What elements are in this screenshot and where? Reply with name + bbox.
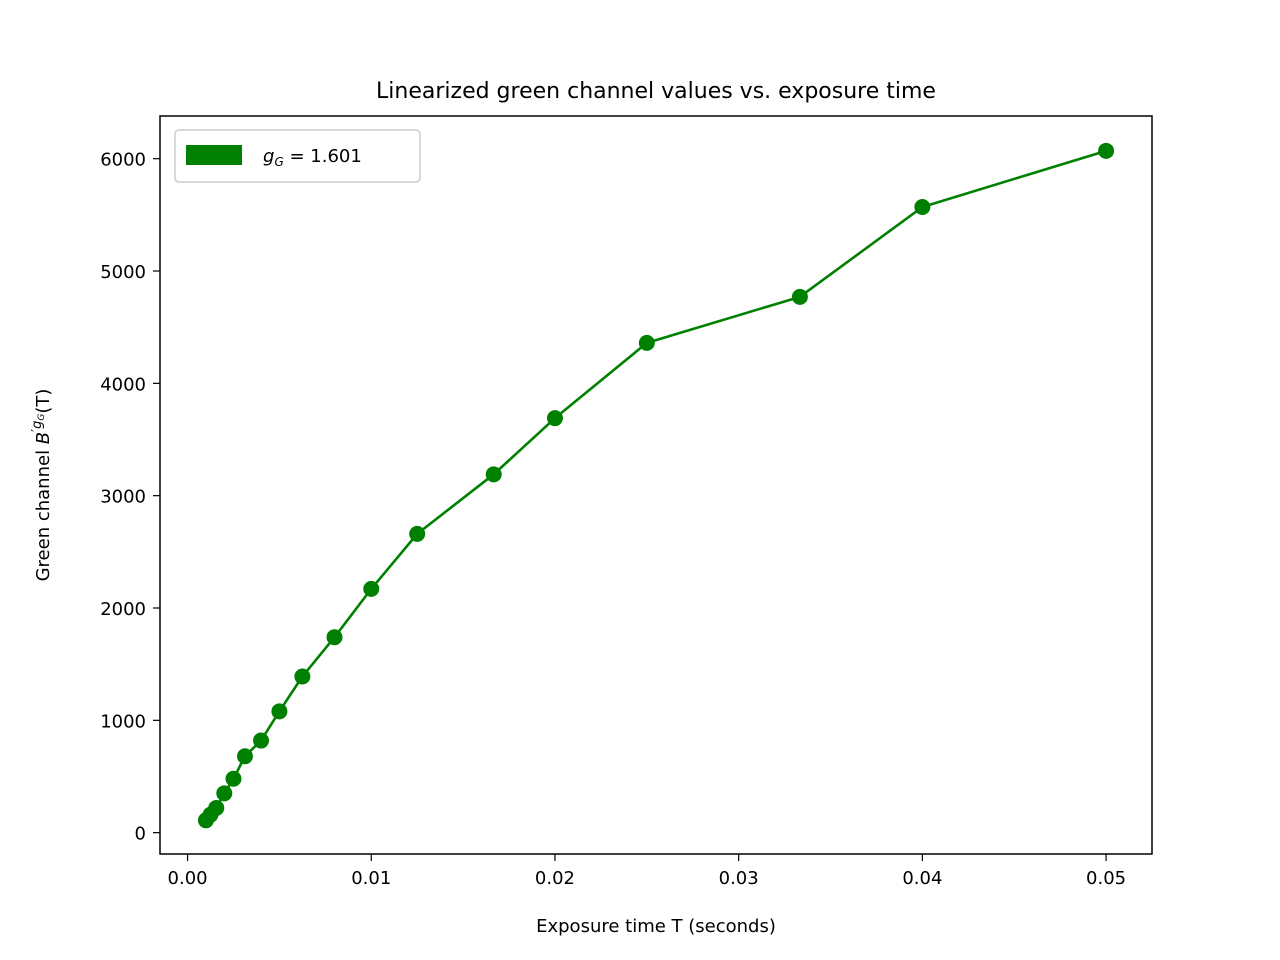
y-tick-label: 3000: [100, 487, 146, 508]
legend-label-value: = 1.601: [284, 146, 362, 167]
data-point: [1098, 142, 1115, 159]
legend-box: [174, 129, 421, 183]
data-point: [409, 525, 426, 542]
y-tick-label: 1000: [100, 711, 146, 732]
data-point: [216, 785, 233, 802]
x-axis-label: Exposure time T (seconds): [536, 916, 776, 937]
y-axis-label: Green channel B′gG(T): [30, 389, 54, 582]
y-axis-label-symbol: B: [33, 432, 54, 444]
y-axis-label-exp-g: g: [30, 421, 45, 429]
x-tick-label: 0.01: [351, 868, 391, 889]
data-point: [326, 629, 343, 646]
data-point: [485, 466, 502, 483]
data-point: [791, 288, 808, 305]
data-point: [236, 748, 253, 765]
y-tick-label: 2000: [100, 599, 146, 620]
x-tick-label: 0.00: [168, 868, 208, 889]
y-axis-label-suffix: (T): [33, 389, 54, 414]
x-tick-label: 0.04: [902, 868, 942, 889]
legend-swatch: [186, 145, 242, 165]
legend-label-sub: G: [274, 155, 283, 169]
y-axis-label-prefix: Green channel: [33, 444, 54, 581]
chart-title: Linearized green channel values vs. expo…: [376, 79, 936, 104]
y-tick-label: 5000: [100, 262, 146, 283]
y-axis-label-exp-sub: G: [37, 414, 47, 421]
legend: gG = 1.601: [174, 129, 421, 183]
plot-area: 0.00 0.01 0.02 0.03 0.04 0.05 0 1000 2000 3000 400…: [100, 142, 1126, 889]
data-point: [225, 770, 242, 787]
legend-label: gG = 1.601: [263, 146, 362, 169]
data-point: [208, 799, 225, 816]
y-tick-label: 4000: [100, 374, 146, 395]
y-tick-label: 6000: [100, 150, 146, 171]
x-tick-label: 0.05: [1086, 868, 1126, 889]
y-tick-label: 0: [135, 824, 146, 845]
x-tick-label: 0.03: [719, 868, 759, 889]
data-point: [914, 198, 931, 215]
data-point: [294, 668, 311, 685]
legend-label-g: g: [263, 146, 274, 167]
data-point: [363, 580, 380, 597]
plot-frame: [159, 115, 1153, 855]
data-point: [271, 703, 288, 720]
data-point: [546, 410, 563, 427]
x-tick-label: 0.02: [535, 868, 575, 889]
y-axis-label-prime: ′: [30, 429, 45, 432]
data-point: [638, 334, 655, 351]
data-point: [253, 732, 270, 749]
